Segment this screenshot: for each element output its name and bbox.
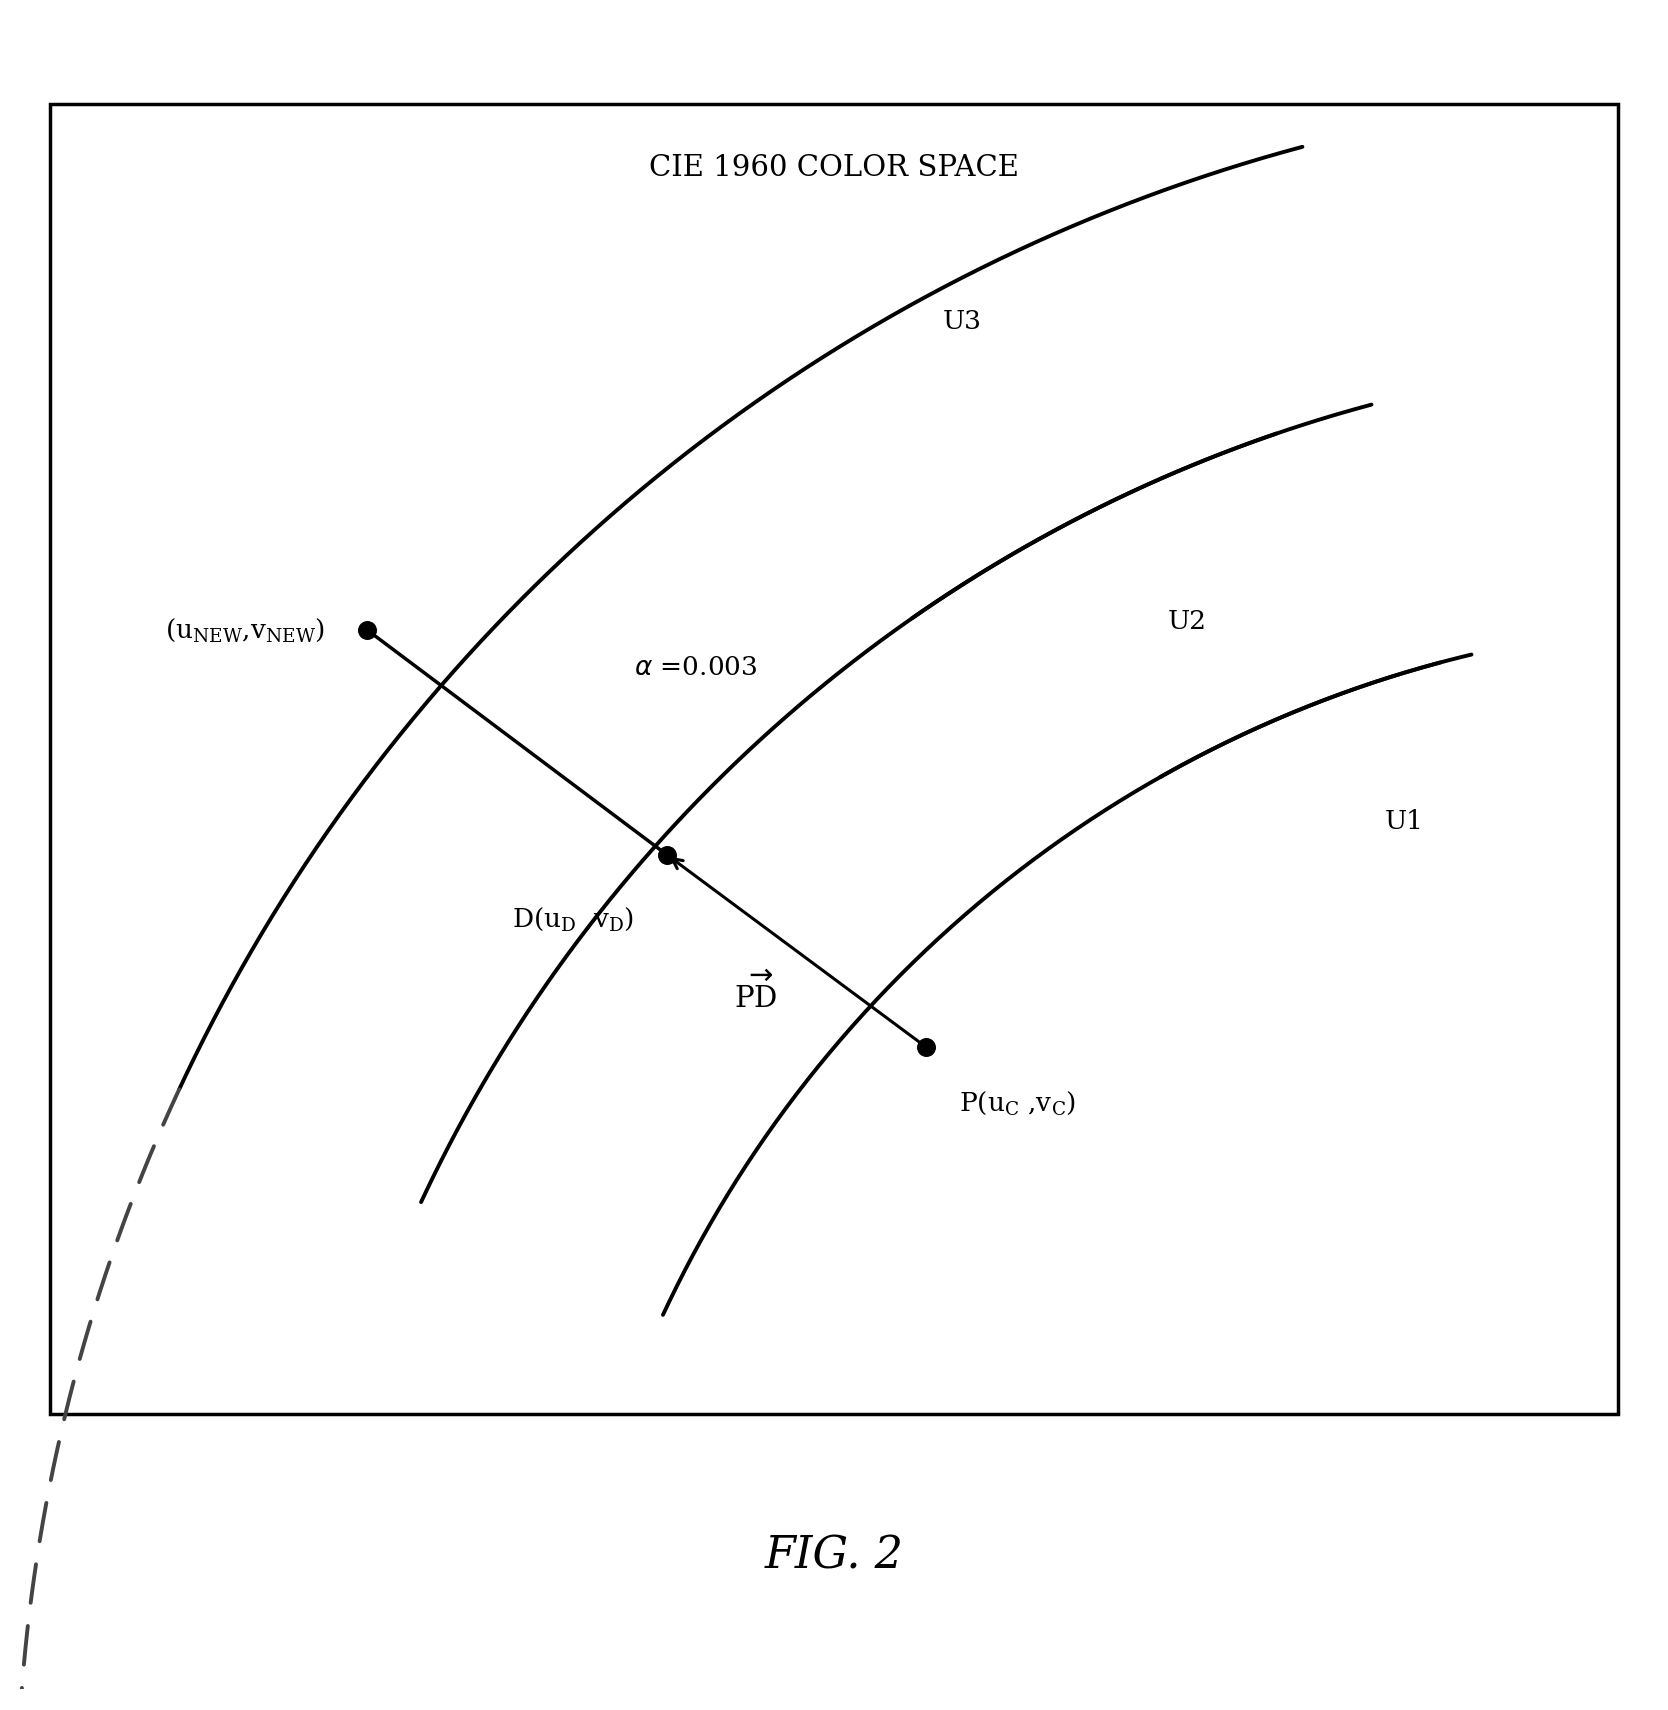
Text: FIG. 2: FIG. 2 — [764, 1534, 904, 1577]
Text: D(u$_\mathregular{D}$ ,v$_\mathregular{D}$): D(u$_\mathregular{D}$ ,v$_\mathregular{D… — [512, 905, 634, 934]
Point — [912, 1033, 939, 1060]
Text: $\overrightarrow{\mathregular{PD}}$: $\overrightarrow{\mathregular{PD}}$ — [734, 971, 777, 1014]
Point — [354, 616, 380, 643]
Text: U1: U1 — [1384, 809, 1423, 834]
Text: P(u$_\mathregular{C}$ ,v$_\mathregular{C}$): P(u$_\mathregular{C}$ ,v$_\mathregular{C… — [959, 1089, 1076, 1117]
Text: CIE 1960 COLOR SPACE: CIE 1960 COLOR SPACE — [649, 154, 1019, 181]
Text: $\alpha$ =0.003: $\alpha$ =0.003 — [634, 655, 757, 681]
Point — [654, 841, 681, 869]
FancyBboxPatch shape — [50, 104, 1618, 1414]
Text: (u$_\mathregular{NEW}$,v$_\mathregular{NEW}$): (u$_\mathregular{NEW}$,v$_\mathregular{N… — [165, 616, 325, 645]
Text: U2: U2 — [1168, 609, 1206, 634]
Text: U3: U3 — [942, 310, 981, 333]
